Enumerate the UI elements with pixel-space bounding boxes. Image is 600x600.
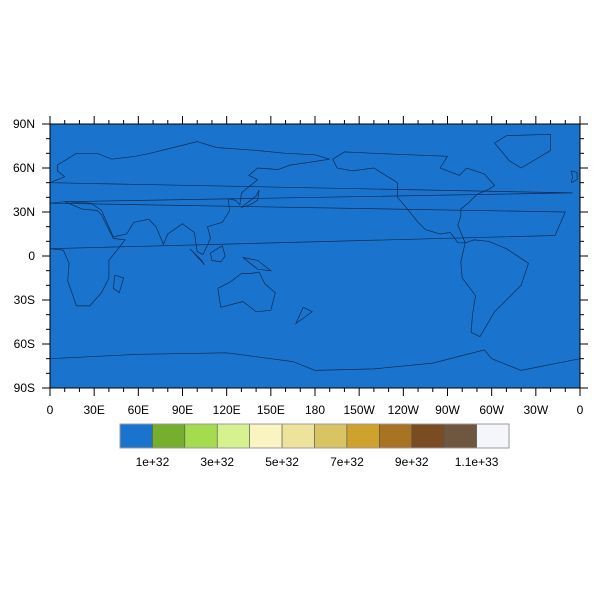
coastline-segment [49, 141, 573, 255]
colorbar-box [476, 423, 510, 449]
colorbar-box [314, 423, 348, 449]
coastline-segment [189, 248, 205, 266]
coastline-segment [217, 271, 276, 313]
coastline-segment [241, 189, 260, 208]
colorbar-label: 1.1e+33 [455, 455, 499, 469]
lon-label: 180 [305, 403, 325, 417]
colorbar-label: 7e+32 [330, 455, 364, 469]
map-field [50, 124, 580, 388]
lon-label: 30W [523, 403, 548, 417]
coastline-segment [242, 257, 272, 272]
lat-label: 90N [13, 117, 35, 131]
colorbar-labels: 1e+32 3e+32 5e+32 7e+32 9e+32 1.1e+33 [136, 455, 499, 469]
colorbar-box [216, 423, 250, 449]
colorbar-box [346, 423, 380, 449]
coastline-segment [112, 274, 125, 294]
colorbar-box [119, 423, 153, 449]
colorbar-label: 3e+32 [200, 455, 234, 469]
lon-label: 150W [343, 403, 375, 417]
colorbar-box [411, 423, 445, 449]
lon-label: 0 [47, 403, 54, 417]
lat-label: 90S [14, 381, 35, 395]
colorbar-box [184, 423, 218, 449]
coastline-segment [460, 239, 529, 338]
colorbar-label: 1e+32 [136, 455, 170, 469]
lat-label: 30N [13, 205, 35, 219]
lon-label: 90E [172, 403, 193, 417]
lon-label: 150E [257, 403, 285, 417]
colorbar-box [379, 423, 413, 449]
colorbar-box [443, 423, 477, 449]
colorbar [119, 423, 510, 449]
coastline-segment [494, 133, 551, 169]
coastline-segment [570, 170, 578, 184]
colorbar-box [249, 423, 283, 449]
coastline-segment [210, 245, 226, 263]
colorbar-box [281, 423, 315, 449]
colorbar-label: 5e+32 [265, 455, 299, 469]
axis-ticks [42, 116, 588, 396]
lat-label: 60N [13, 161, 35, 175]
lat-label: 60S [14, 337, 35, 351]
lon-label: 90W [435, 403, 460, 417]
lat-tick-labels: 90N 60N 30N 0 30S 60S 90S [13, 117, 35, 395]
coastline-segment [332, 151, 496, 244]
lon-label: 0 [577, 403, 584, 417]
coastlines [49, 133, 581, 371]
lon-tick-labels: 0 30E 60E 90E 120E 150E 180 150W 120W 90W 60W 30W 0 [47, 403, 584, 417]
colorbar-frame [119, 423, 510, 449]
lon-label: 30E [83, 403, 104, 417]
lon-label: 120W [388, 403, 420, 417]
lon-label: 60E [128, 403, 149, 417]
coastline-segment [295, 306, 313, 325]
lat-label: 0 [28, 249, 35, 263]
colorbar-label: 9e+32 [395, 455, 429, 469]
lat-label: 30S [14, 293, 35, 307]
lon-label: 120E [213, 403, 241, 417]
coastline-segment [49, 349, 581, 371]
colorbar-box [152, 423, 186, 449]
lon-label: 60W [479, 403, 504, 417]
